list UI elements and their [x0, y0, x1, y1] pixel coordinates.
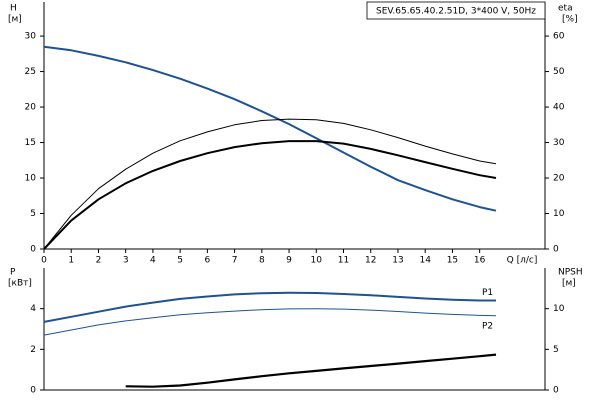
- x-tick-label: 8: [259, 256, 265, 266]
- x-tick-label: 13: [392, 256, 403, 266]
- x-tick-label: 4: [150, 256, 156, 266]
- x-tick-label: 14: [419, 256, 431, 266]
- series-line: [43, 308, 497, 336]
- y-axis-title: H: [10, 4, 17, 14]
- y-tick-label: 5: [30, 209, 36, 219]
- x-tick-label: 16: [474, 256, 486, 266]
- series-line: [43, 140, 497, 250]
- y-tick-label: 0: [30, 245, 36, 255]
- x-axis-title: Q [л/с]: [507, 256, 538, 266]
- y-tick-label: 15: [25, 138, 36, 148]
- title-box: [366, 1, 546, 20]
- y2-tick-label: 40: [553, 103, 565, 113]
- x-tick-label: 3: [123, 256, 129, 266]
- y2-tick-label: 60: [553, 32, 565, 42]
- series-line: [43, 45, 497, 212]
- x-tick-label: 12: [365, 256, 376, 266]
- y-axis-title: P: [10, 268, 16, 278]
- y-axis-unit: [кВт]: [8, 279, 32, 289]
- y2-tick-label: 30: [553, 138, 565, 148]
- x-tick-label: 0: [41, 256, 47, 266]
- y-tick-label: 25: [25, 67, 36, 77]
- y2-axis-unit: [%]: [562, 15, 578, 25]
- y-tick-label: 2: [30, 345, 36, 355]
- x-tick-label: 9: [286, 256, 292, 266]
- x-tick-label: 15: [447, 256, 458, 266]
- y-tick-label: 4: [30, 304, 36, 314]
- y-tick-label: 20: [25, 103, 37, 113]
- x-tick-label: 5: [177, 256, 183, 266]
- y2-tick-label: 10: [553, 209, 565, 219]
- y2-tick-label: 50: [553, 67, 565, 77]
- x-tick-label: 1: [68, 256, 74, 266]
- y-axis-unit: [м]: [8, 15, 22, 25]
- y-tick-label: 0: [30, 386, 36, 396]
- x-tick-label: 2: [96, 256, 102, 266]
- x-tick-label: 11: [338, 256, 349, 266]
- y2-tick-label: 0: [553, 386, 559, 396]
- series-line: [125, 353, 497, 388]
- series-line: [43, 291, 496, 323]
- y2-tick-label: 0: [553, 245, 559, 255]
- chart-title: SEV.65.65.40.2.51D, 3*400 V, 50Hz: [376, 7, 536, 17]
- y2-tick-label: 20: [553, 174, 565, 184]
- y2-axis-title: NPSH: [558, 268, 583, 278]
- series-label: P1: [482, 288, 493, 298]
- y-tick-label: 10: [25, 174, 37, 184]
- y-tick-label: 30: [25, 32, 37, 42]
- y2-axis-title: eta: [558, 4, 573, 14]
- y2-tick-label: 5: [553, 345, 559, 355]
- series-label: P2: [482, 321, 493, 331]
- series-line: [43, 118, 497, 250]
- x-tick-label: 7: [232, 256, 238, 266]
- y2-tick-label: 10: [553, 304, 565, 314]
- x-tick-label: 10: [311, 256, 323, 266]
- y2-axis-unit: [м]: [562, 279, 576, 289]
- x-tick-label: 6: [205, 256, 211, 266]
